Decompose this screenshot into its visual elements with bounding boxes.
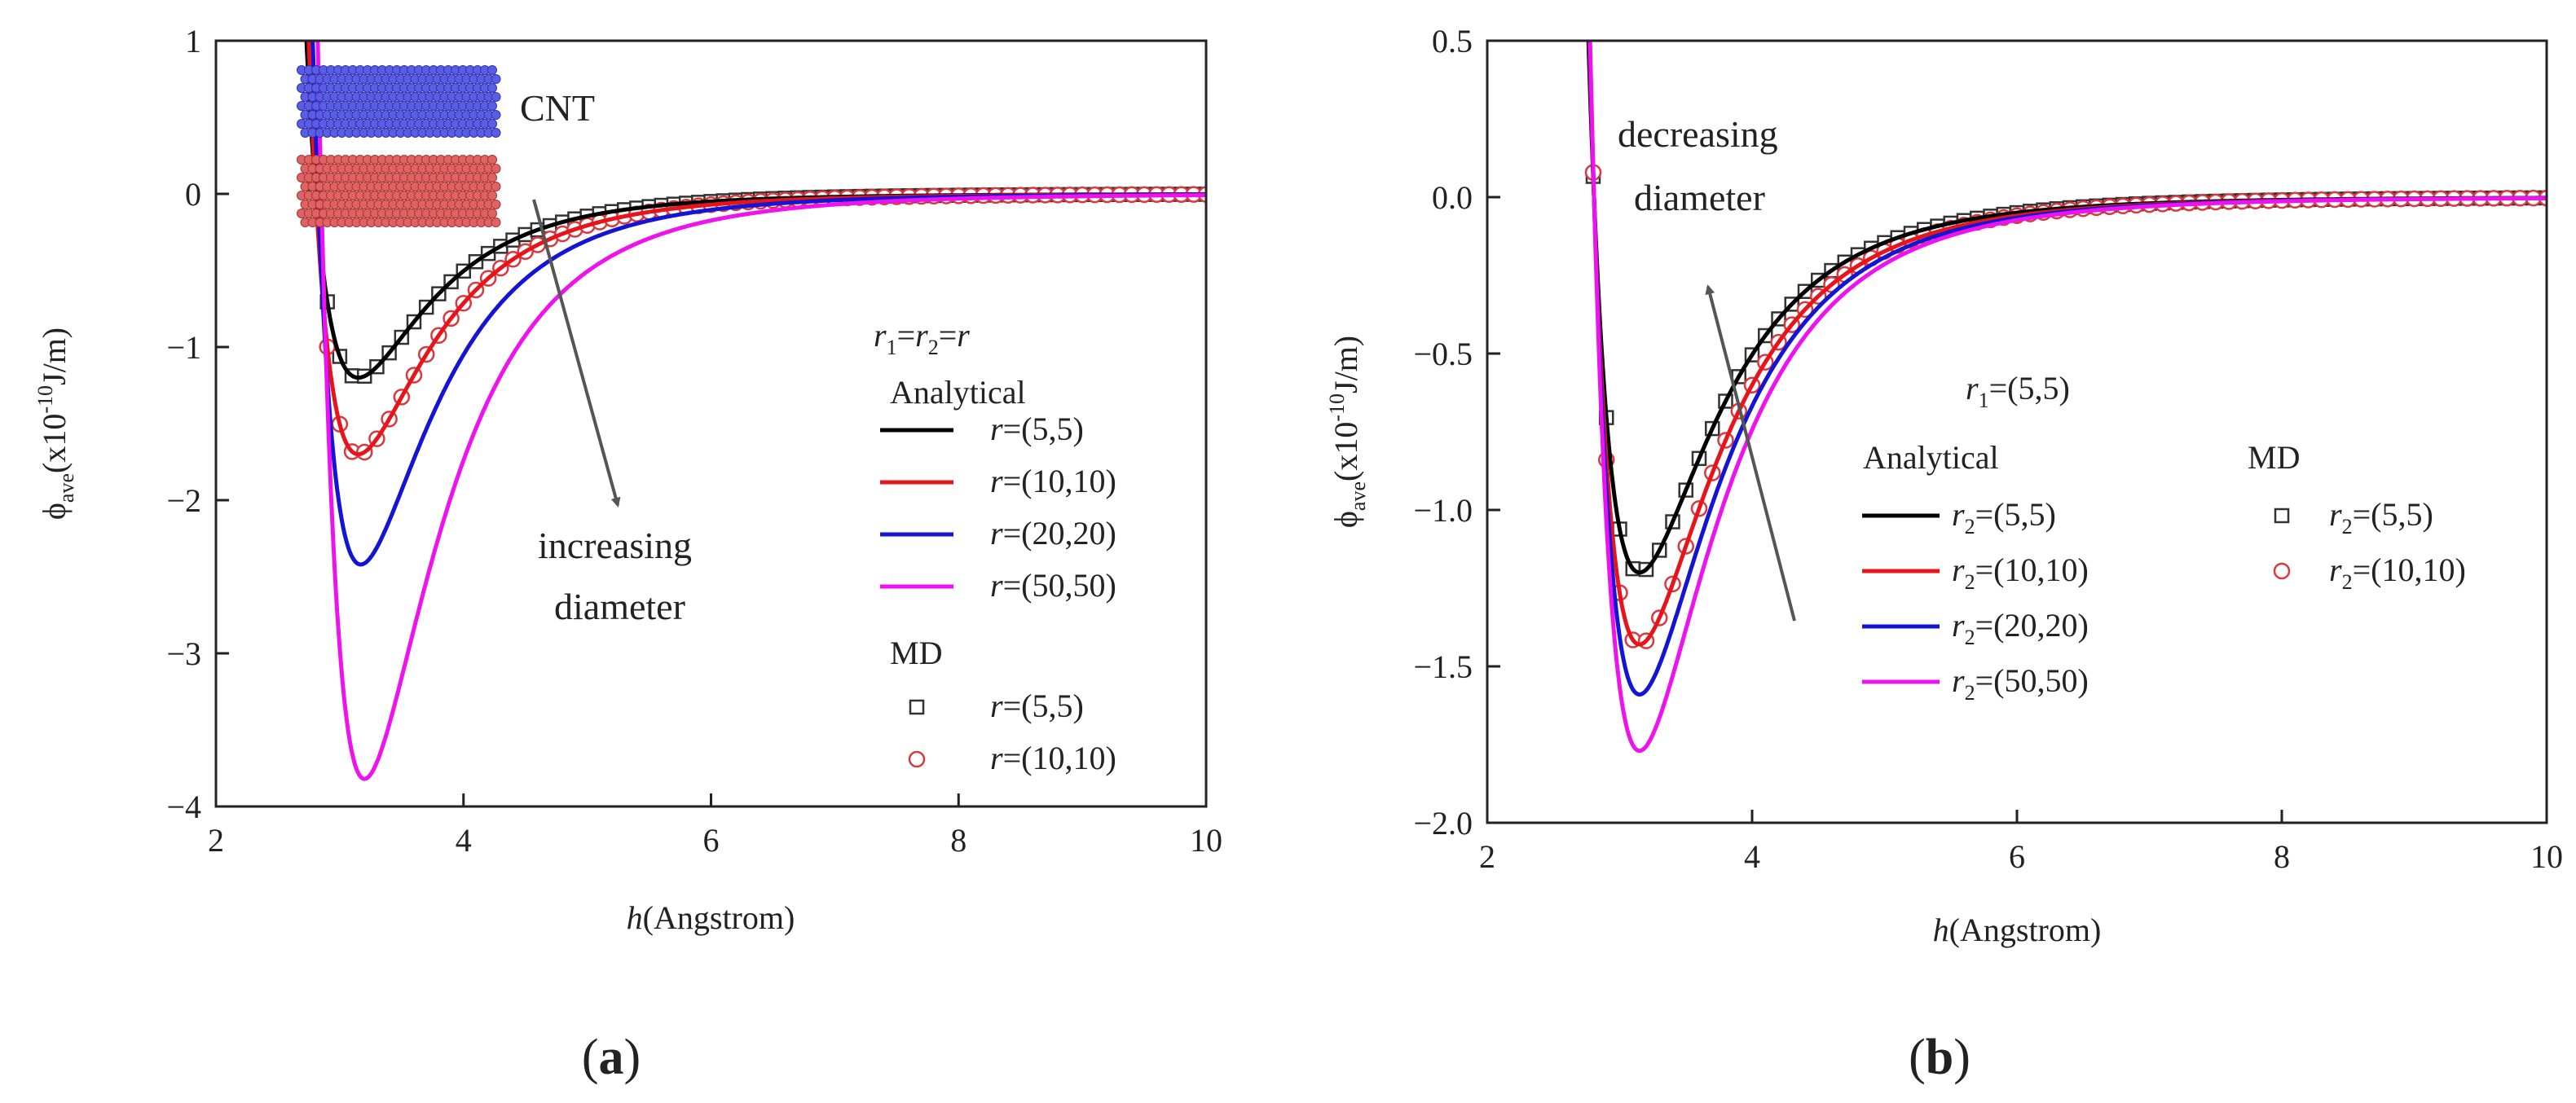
chart-b-ticks: 2 4 6 8 10 −2.0 −1.5 −1.0 −0.5 0.0 0.5: [1413, 23, 2563, 875]
chart-b-xtick-label: 4: [1744, 838, 1760, 875]
chart-a-ytick-label: −3: [166, 635, 201, 672]
chart-a-ytick-label: −2: [166, 482, 201, 519]
chart-b-ytick-label: −2.0: [1413, 805, 1473, 842]
legend-b-md-entry: r2=(10,10): [2329, 552, 2466, 594]
legend-a-condition: r1=r2=r: [874, 317, 970, 359]
cnt-atom: [487, 191, 497, 200]
cnt-atom: [491, 110, 501, 120]
chart-b-xtick-label: 10: [2530, 838, 2563, 875]
cnt-atom: [491, 164, 501, 174]
legend-a-md-entries: r=(5,5) r=(10,10): [908, 688, 1116, 776]
legend-b: r1=(5,5) Analytical MD r2=(5,5) r2=(10,10…: [1862, 370, 2466, 705]
legend-a-analytical-entry: r=(50,50): [990, 567, 1116, 604]
legend-b-analytical-entries: r2=(5,5) r2=(10,10) r2=(20,20) r2=(50,50): [1862, 496, 2089, 705]
chart-a-ytick-label: −4: [166, 789, 201, 825]
legend-a: r1=r2=r Analytical r=(5,5) r=(10,10) r=(20…: [874, 317, 1116, 776]
cnt-atom: [491, 92, 501, 102]
chart-a-ytick-label: −1: [166, 329, 201, 366]
chart-a-lines: [304, 41, 1206, 781]
decreasing-label-2: diameter: [1634, 177, 1765, 218]
cnt-atom: [487, 119, 497, 129]
cnt-atom: [491, 218, 501, 227]
cnt-atom: [487, 101, 497, 111]
legend-b-circle-marker: [2273, 562, 2291, 580]
cnt-atom: [491, 200, 501, 209]
chart-a-ytick-label: 0: [185, 176, 201, 213]
legend-b-analytical-entry: r2=(50,50): [1952, 662, 2089, 705]
legend-b-analytical-entry: r2=(5,5): [1952, 496, 2056, 538]
chart-a-xtick-label: 2: [208, 822, 224, 859]
chart-b-xtick-label: 2: [1479, 838, 1495, 875]
chart-a-xtick-label: 6: [703, 822, 720, 859]
chart-b: 2 4 6 8 10−2.0−1.5−1.0−0.50.00.5 decreasing …: [1325, 23, 2563, 1085]
chart-a-plot: [304, 41, 1206, 781]
legend-b-analytical-title: Analytical: [1863, 439, 1999, 476]
legend-a-md-title: MD: [890, 635, 942, 671]
chart-a-xtick-label: 10: [1190, 822, 1222, 859]
cnt-atom: [487, 83, 497, 93]
panel-b-label: (b): [1909, 1030, 1971, 1085]
cnt-atom: [491, 74, 501, 84]
chart-b-ytick-label: 0.0: [1432, 179, 1473, 216]
legend-b-md-entry: r2=(5,5): [2329, 496, 2433, 538]
cnt-atom: [487, 65, 497, 75]
legend-b-analytical-entry: r2=(20,20): [1952, 607, 2089, 649]
chart-a-ytick-label: 1: [185, 23, 201, 59]
legend-a-analytical-entry: r=(20,20): [990, 515, 1116, 552]
legend-a-analytical-entries: r=(5,5) r=(10,10) r=(20,20) r=(50,50): [880, 411, 1116, 604]
chart-a-ylabel: ϕave(x10-10J/m): [33, 327, 78, 520]
cnt-atom: [487, 155, 497, 165]
increasing-label-1: increasing: [538, 525, 692, 566]
chart-a-xtick-label: 8: [950, 822, 967, 859]
legend-a-analytical-title: Analytical: [890, 374, 1026, 411]
chart-b-lines: [1586, 41, 2547, 754]
cnt-blue-tube: [297, 65, 501, 138]
cnt-inset: CNT: [297, 65, 595, 227]
chart-a-series-3: [315, 41, 1206, 781]
cnt-atom: [487, 173, 497, 182]
chart-b-frame: [1486, 39, 2548, 824]
cnt-atom: [491, 128, 501, 138]
chart-a-xlabel: h(Angstrom): [627, 899, 795, 936]
chart-b-xtick-label: 8: [2274, 838, 2290, 875]
panel-a-label: (a): [582, 1030, 641, 1085]
cnt-atom: [487, 209, 497, 218]
increasing-arrow: [532, 199, 621, 508]
legend-a-analytical-entry: r=(5,5): [990, 411, 1084, 447]
increasing-label-2: diameter: [554, 586, 685, 627]
cnt-atom: [491, 182, 501, 191]
decreasing-label-1: decreasing: [1618, 113, 1778, 155]
chart-a-ticks: 2 4 6 8 10 −4 −3 −2 −1 0 1: [166, 23, 1222, 859]
chart-b-xtick-label: 6: [2009, 838, 2025, 875]
chart-b-ytick-label: −1.0: [1413, 492, 1473, 529]
chart-b-series-2: [1587, 41, 2547, 697]
legend-a-md-entry: r=(10,10): [990, 740, 1116, 776]
legend-a-analytical-entry: r=(10,10): [990, 463, 1116, 499]
chart-a: 2 4 6 8 10 −4 −3 −2 −1 0 1 CNT increasing diameter…: [33, 23, 1222, 1085]
chart-b-ylabel: ϕave(x10-10J/m): [1325, 336, 1370, 528]
legend-b-md-entries: r2=(5,5) r2=(10,10): [2273, 496, 2466, 594]
chart-b-series-0: [1586, 41, 2547, 575]
cnt-red-tube: [297, 155, 501, 227]
chart-a-xtick-label: 4: [456, 822, 472, 859]
legend-a-circle-marker: [908, 750, 926, 768]
legend-a-md-entry: r=(5,5): [990, 688, 1084, 724]
decreasing-arrow: [1705, 284, 1796, 622]
chart-b-plot: [1584, 41, 2547, 754]
chart-b-ytick-label: 0.5: [1432, 23, 1473, 59]
chart-b-ytick-label: −0.5: [1413, 336, 1473, 372]
legend-b-condition: r1=(5,5): [1966, 370, 2070, 412]
legend-b-square-marker: [2274, 508, 2290, 524]
legend-b-md-title: MD: [2248, 439, 2300, 476]
chart-b-ytick-label: −1.5: [1413, 648, 1473, 685]
chart-b-series-3: [1587, 41, 2547, 754]
cnt-label: CNT: [520, 87, 595, 129]
legend-a-square-marker: [909, 699, 925, 715]
chart-b-xlabel: h(Angstrom): [1933, 912, 2102, 948]
legend-b-analytical-entry: r2=(10,10): [1952, 552, 2089, 594]
